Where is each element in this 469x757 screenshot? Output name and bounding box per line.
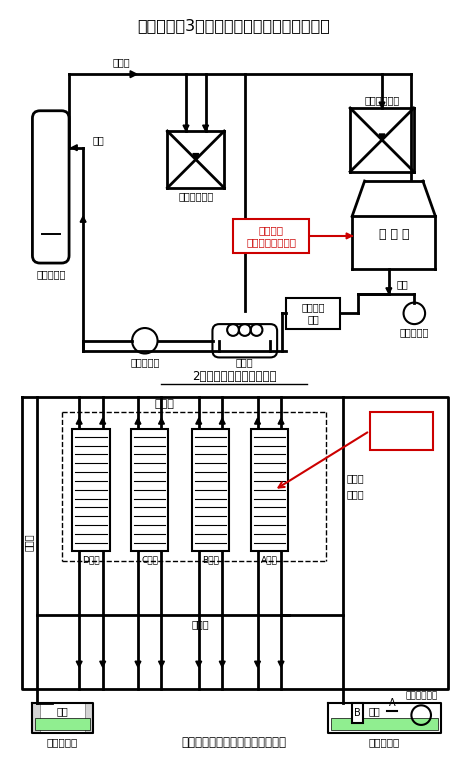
Bar [35,718,90,730]
Text: 復水脱塩
装置: 復水脱塩 装置 [302,303,325,324]
Bar [250,429,288,551]
Polygon shape [135,418,141,424]
Text: 放水管: 放水管 [24,534,34,551]
Text: 蒸気発生器: 蒸気発生器 [36,269,66,279]
Text: 主蒸気: 主蒸気 [113,58,130,67]
Text: A水室: A水室 [261,556,278,565]
Bar [131,429,168,551]
Text: 導電率計
（各水室に設置）: 導電率計 （各水室に設置） [246,225,296,247]
Text: 当該箇所
（A水室）: 当該箇所 （A水室） [386,420,418,442]
Polygon shape [196,418,202,424]
Text: C水室: C水室 [141,556,158,565]
Polygon shape [100,418,106,424]
Text: 高圧タービン: 高圧タービン [178,191,213,201]
Bar [32,703,40,733]
Bar [85,703,93,733]
Text: 2次系系統概略図（純水）: 2次系系統概略図（純水） [192,369,276,382]
Text: A: A [388,699,395,709]
Bar [72,429,110,551]
Text: 復 水 器: 復 水 器 [378,229,409,241]
FancyBboxPatch shape [32,111,69,263]
Bar [233,219,310,253]
Polygon shape [255,418,260,424]
Text: 取水管: 取水管 [347,473,364,483]
Text: 海水: 海水 [369,706,380,716]
Polygon shape [255,661,260,667]
Polygon shape [219,418,225,424]
Bar [287,298,340,329]
Polygon shape [130,71,137,78]
FancyBboxPatch shape [212,324,277,357]
Bar [370,413,433,450]
Text: 取水ピット: 取水ピット [369,737,400,746]
Text: 循環水ポンプ: 循環水ポンプ [405,691,437,700]
Polygon shape [386,288,392,294]
Text: B水室: B水室 [202,556,219,565]
Polygon shape [278,661,284,667]
Text: D水室: D水室 [82,556,100,565]
Bar [192,429,229,551]
Text: 給水ポンプ: 給水ポンプ [130,357,159,367]
Polygon shape [379,134,385,140]
Text: 復水器まわり系統概略図（海水）: 復水器まわり系統概略図（海水） [182,736,287,749]
Polygon shape [159,661,165,667]
Polygon shape [159,418,165,424]
Text: 脱気器: 脱気器 [236,357,254,367]
Text: 放水ピット: 放水ピット [47,737,78,746]
Text: 伊方発電所3号機　復水器まわり系統概略図: 伊方発電所3号機 復水器まわり系統概略図 [137,17,331,33]
Text: 復水器: 復水器 [154,400,174,410]
Polygon shape [80,217,86,223]
Polygon shape [278,418,284,424]
Polygon shape [203,125,209,131]
Polygon shape [379,102,385,108]
Text: 海水: 海水 [57,706,68,716]
Text: 取水管: 取水管 [347,489,364,499]
Polygon shape [135,661,141,667]
Text: B: B [354,708,361,718]
Polygon shape [71,145,77,151]
Text: 復水ポンプ: 復水ポンプ [400,327,429,337]
Text: 低圧タービン: 低圧タービン [364,95,400,105]
Text: 給水: 給水 [93,135,105,145]
Polygon shape [183,125,189,131]
Bar [352,703,363,723]
Bar [331,718,438,730]
Polygon shape [76,661,82,667]
Polygon shape [219,661,225,667]
Polygon shape [346,233,352,239]
Polygon shape [193,154,199,160]
Polygon shape [100,661,106,667]
Text: 復水: 復水 [397,279,408,289]
Polygon shape [196,661,202,667]
Text: 取水管: 取水管 [192,619,210,629]
Polygon shape [76,418,82,424]
